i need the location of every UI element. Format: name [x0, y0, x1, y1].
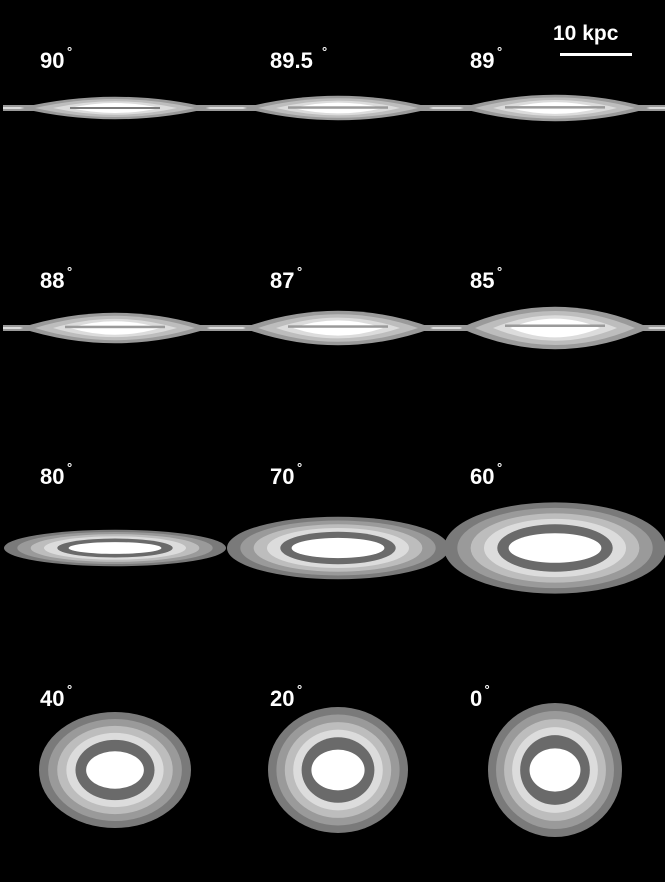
dust-lane	[288, 106, 388, 109]
galaxy-panel-80	[4, 529, 226, 567]
scale-bar-label: 10 kpc	[553, 22, 619, 45]
galaxy-panel-40	[39, 712, 191, 828]
degree-symbol: °	[297, 460, 303, 475]
degree-symbol: °	[497, 44, 503, 59]
galaxy-core	[68, 542, 162, 554]
inclination-label: 89	[470, 48, 495, 73]
degree-symbol: °	[497, 264, 503, 279]
degree-symbol: °	[67, 44, 73, 59]
galaxy-panel-85	[443, 306, 665, 350]
dust-lane	[505, 106, 605, 109]
inclination-label: 85	[470, 268, 495, 293]
galaxy-core	[291, 537, 385, 559]
inclination-label: 88	[40, 268, 65, 293]
disk-core	[510, 318, 600, 338]
degree-symbol: °	[297, 264, 303, 279]
scale-bar	[560, 53, 632, 56]
galaxy-core	[86, 751, 144, 789]
galaxy-panel-89-5	[226, 95, 450, 121]
inclination-label: 70	[270, 464, 295, 489]
galaxy-core	[311, 749, 365, 791]
inclination-label: 0	[470, 686, 483, 711]
dust-lane	[505, 324, 605, 327]
galaxy-panel-70	[227, 516, 449, 580]
inclination-label: 89.5	[270, 48, 313, 73]
galaxy-core	[508, 533, 602, 563]
galaxy-core	[529, 748, 581, 792]
degree-symbol: °	[322, 44, 328, 59]
galaxy-panel-60	[444, 502, 665, 594]
dust-lane	[70, 107, 160, 109]
galaxy-panel-0	[488, 703, 622, 837]
galaxy-panel-20	[268, 707, 408, 833]
inclination-label: 60	[470, 464, 495, 489]
galaxy-panel-90	[3, 96, 227, 120]
inclination-label: 40	[40, 686, 65, 711]
dust-lane	[288, 325, 388, 328]
dust-lane	[65, 325, 165, 329]
degree-symbol: °	[67, 264, 73, 279]
inclination-label: 80	[40, 464, 65, 489]
galaxy-panel-89	[443, 94, 665, 122]
galaxy-panel-88	[3, 312, 227, 344]
degree-symbol: °	[497, 460, 503, 475]
galaxy-panel-87	[226, 310, 450, 346]
disk-core	[293, 320, 383, 336]
degree-symbol: °	[484, 682, 490, 697]
degree-symbol: °	[67, 682, 73, 697]
inclination-label: 87	[270, 268, 295, 293]
inclination-label: 20	[270, 686, 295, 711]
degree-symbol: °	[297, 682, 303, 697]
degree-symbol: °	[67, 460, 73, 475]
inclination-label: 90	[40, 48, 65, 73]
